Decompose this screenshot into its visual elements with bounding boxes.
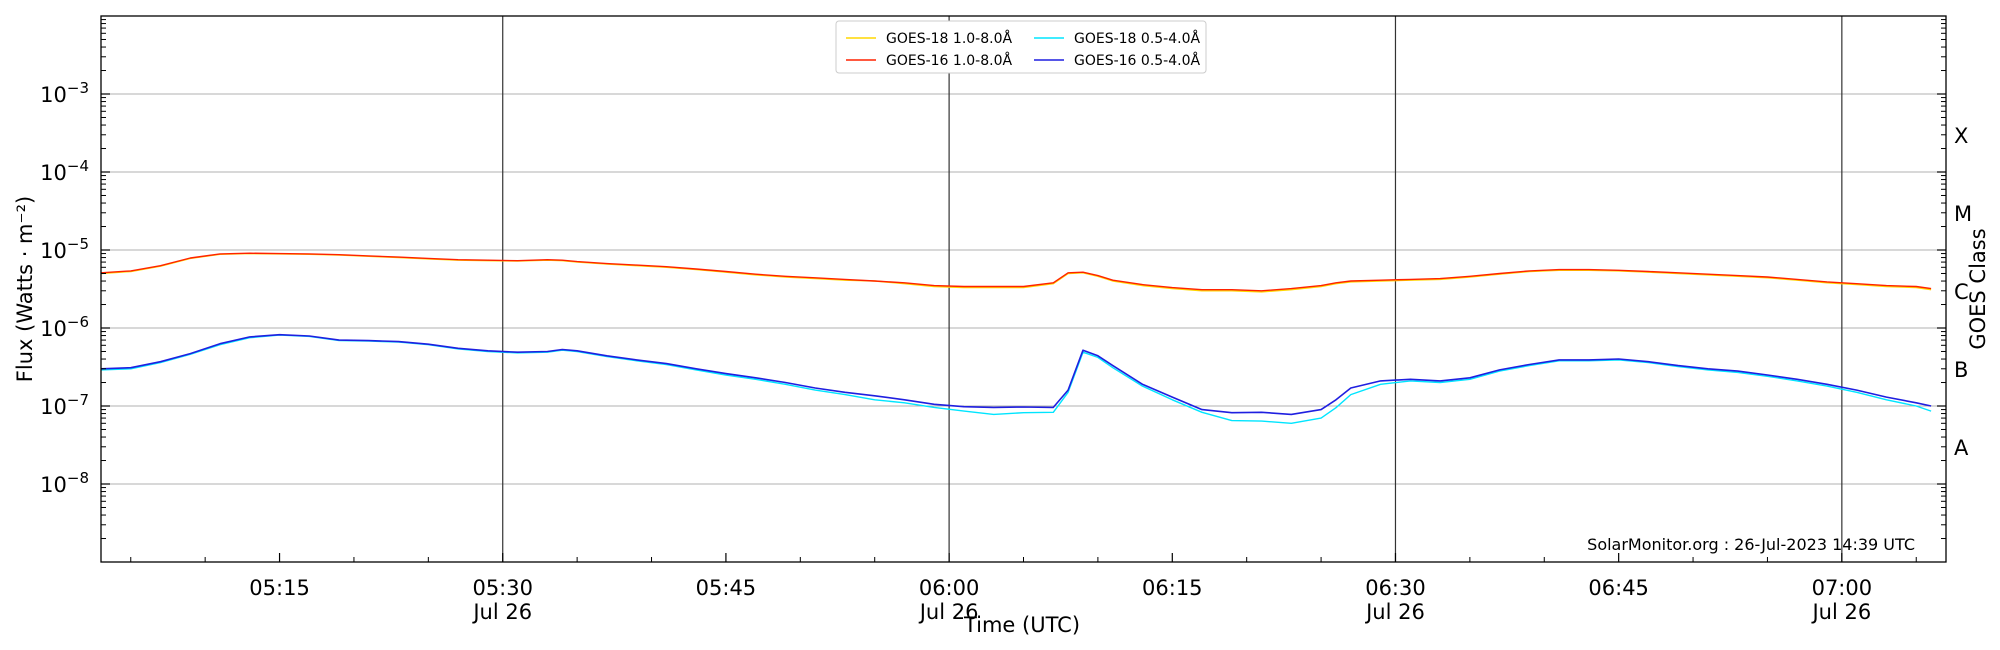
x-tick-label: 06:15 bbox=[1142, 576, 1203, 600]
goes-class-label: B bbox=[1954, 358, 1968, 382]
y-tick-label: 10−5 bbox=[40, 235, 89, 263]
x-tick-label: 06:45 bbox=[1588, 576, 1649, 600]
vertical-line-layer bbox=[502, 16, 1843, 562]
x-tick-date-label: Jul 26 bbox=[1364, 600, 1425, 624]
series-line-4 bbox=[100, 333, 1932, 416]
series-layer bbox=[100, 252, 1932, 424]
legend-entry-label: GOES-16 0.5-4.0Å bbox=[1074, 52, 1200, 69]
x-tick-label: 05:30 bbox=[472, 576, 533, 600]
x-tick-date-label: Jul 26 bbox=[918, 600, 979, 624]
legend-entry-label: GOES-18 0.5-4.0Å bbox=[1074, 30, 1200, 47]
x-tick-label: 05:45 bbox=[696, 576, 757, 600]
legend-entry-label: GOES-16 1.0-8.0Å bbox=[886, 52, 1012, 69]
watermark-text: SolarMonitor.org : 26-Jul-2023 14:39 UTC bbox=[1587, 535, 1915, 554]
legend-box bbox=[835, 20, 1207, 74]
y-tick-label: 10−3 bbox=[40, 79, 89, 107]
x-tick-date-label: Jul 26 bbox=[471, 600, 532, 624]
x-tick-label: 05:15 bbox=[249, 576, 310, 600]
grid-layer bbox=[101, 93, 1946, 485]
x-tick-date-label: Jul 26 bbox=[1810, 600, 1871, 624]
goes-class-label: A bbox=[1954, 436, 1969, 460]
y-tick-label: 10−7 bbox=[40, 391, 89, 419]
x-tick-label: 06:30 bbox=[1365, 576, 1426, 600]
y-tick-label: 10−8 bbox=[40, 469, 89, 497]
x-tick-label: 07:00 bbox=[1812, 576, 1873, 600]
y-tick-label: 10−6 bbox=[40, 313, 89, 341]
legend: GOES-18 1.0-8.0Å GOES-16 1.0-8.0Å GOES-18 … bbox=[835, 20, 1207, 74]
legend-entry-label: GOES-18 1.0-8.0Å bbox=[886, 30, 1012, 47]
ticks-layer bbox=[101, 19, 1946, 562]
goes-class-label: M bbox=[1954, 202, 1972, 226]
right-axis-label: GOES Class bbox=[1966, 228, 1990, 349]
y-axis-label: Flux (Watts · m⁻²) bbox=[13, 196, 37, 382]
goes-class-label: C bbox=[1954, 280, 1969, 304]
goes-class-label: X bbox=[1954, 124, 1968, 148]
y-tick-label: 10−4 bbox=[40, 157, 89, 185]
x-tick-label: 06:00 bbox=[919, 576, 980, 600]
x-axis-label: Time (UTC) bbox=[963, 613, 1080, 637]
series-line-2 bbox=[100, 252, 1932, 292]
